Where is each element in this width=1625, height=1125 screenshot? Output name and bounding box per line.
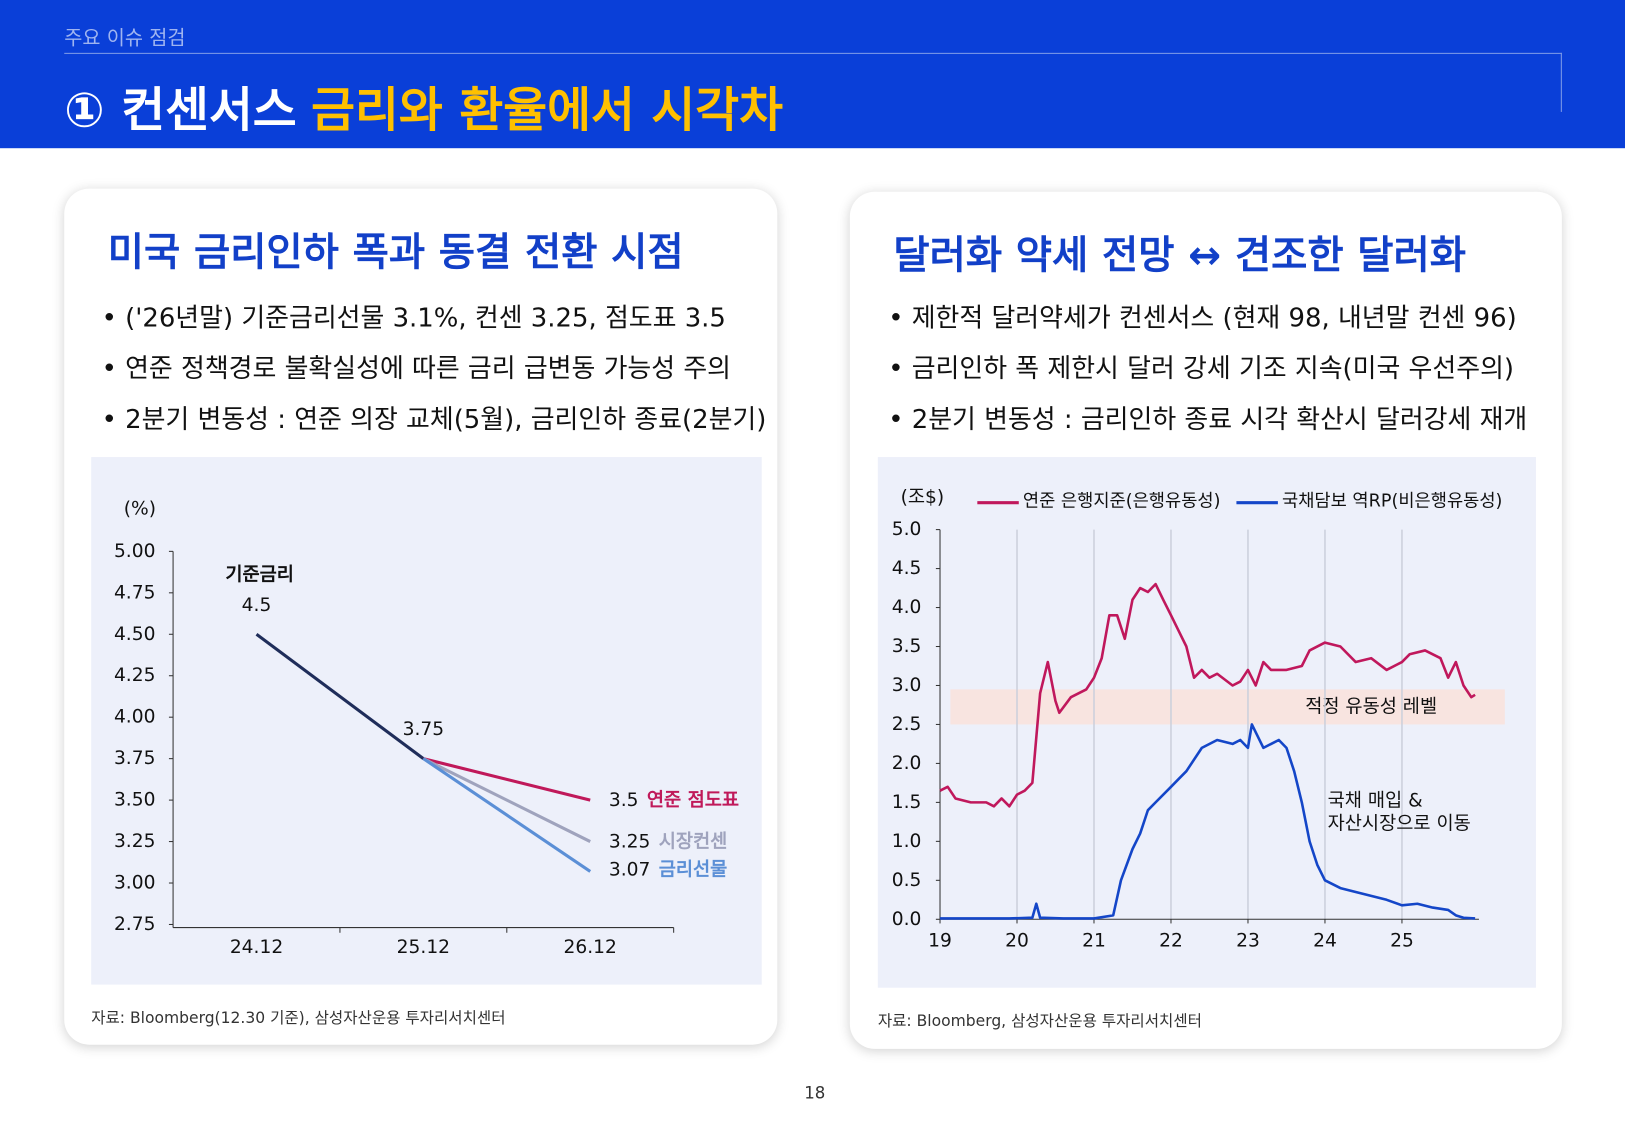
header-bar	[0, 0, 1625, 149]
y-tick-label: 1.5	[892, 792, 922, 813]
y-tick-label: 5.00	[114, 541, 156, 562]
legend-label: 연준 은행지준(은행유동성)	[1023, 492, 1221, 512]
x-tick-label: 26.12	[564, 937, 617, 958]
x-tick-label: 25	[1390, 931, 1414, 952]
y-tick-label: 0.0	[892, 909, 922, 930]
legend-label: 국채담보 역RP(비은행유동성)	[1282, 492, 1502, 512]
y-tick-label: 3.5	[892, 636, 922, 657]
bullet: 연준 정책경로 불확실성에 따른 금리 급변동 가능성 주의	[102, 348, 731, 385]
y-tick-label: 4.25	[114, 665, 156, 686]
bullet: 제한적 달러약세가 컨센서스 (현재 98, 내년말 컨센 96)	[888, 297, 1517, 334]
data-label: 3.75	[403, 719, 445, 740]
y-tick-label: 4.00	[114, 707, 156, 728]
annotation: 국채 매입 &	[1328, 791, 1423, 812]
title-main: ① 컨센서스	[64, 81, 297, 138]
panel-title: 달러화 약세 전망 ↔ 견조한 달러화	[893, 232, 1466, 278]
y-tick-label: 3.75	[114, 748, 156, 769]
bullet: 금리인하 폭 제한시 달러 강세 기조 지속(미국 우선주의)	[888, 348, 1514, 385]
y-tick-label: 2.75	[114, 914, 156, 935]
data-label: 3.5	[609, 790, 639, 811]
band-label: 적정 유동성 레벨	[1305, 696, 1437, 717]
data-label: 4.5	[242, 595, 272, 616]
y-tick-label: 2.0	[892, 753, 922, 774]
page-number: 18	[804, 1083, 826, 1103]
series-label: 연준 점도표	[647, 790, 739, 811]
y-tick-label: 3.25	[114, 831, 156, 852]
annotation: 자산시장으로 이동	[1328, 813, 1471, 834]
x-tick-label: 20	[1005, 931, 1029, 952]
data-label: 3.25	[609, 831, 651, 852]
y-tick-label: 1.0	[892, 831, 922, 852]
y-tick-label: 4.50	[114, 624, 156, 645]
series-label: 기준금리	[225, 565, 294, 586]
y-tick-label: 4.75	[114, 582, 156, 603]
y-tick-label: 3.00	[114, 873, 156, 894]
y-tick-label: 2.5	[892, 714, 922, 735]
end-label: 3.07 금리선물	[609, 859, 727, 880]
slide-title: ① 컨센서스 금리와 환율에서 시각차	[64, 73, 783, 141]
series-line	[422, 757, 591, 843]
series-label: 금리선물	[659, 859, 728, 880]
axis-unit: (%)	[124, 498, 156, 519]
series-line	[422, 757, 591, 802]
panel-title: 미국 금리인하 폭과 동결 전환 시점	[107, 229, 684, 275]
x-tick-label: 21	[1082, 931, 1106, 952]
bullet: 2분기 변동성 : 연준 의장 교체(5월), 금리인하 종료(2분기)	[102, 399, 767, 436]
bullet: ('26년말) 기준금리선물 3.1%, 컨센 3.25, 점도표 3.5	[102, 297, 726, 334]
x-tick-label: 24	[1313, 931, 1337, 952]
axis-unit: (조$)	[901, 487, 945, 508]
y-tick-label: 0.5	[892, 870, 922, 891]
x-tick-label: 24.12	[230, 937, 283, 958]
bullet: 2분기 변동성 : 금리인하 종료 시각 확산시 달러강세 재개	[888, 399, 1528, 436]
reference-band	[950, 689, 1505, 725]
section-label: 주요 이슈 점검	[64, 26, 186, 50]
y-tick-label: 4.0	[892, 597, 922, 618]
series-label: 시장컨센	[659, 831, 728, 852]
source-note: 자료: Bloomberg, 삼성자산운용 투자리서치센터	[877, 1011, 1202, 1031]
y-tick-label: 3.50	[114, 790, 156, 811]
y-tick-label: 3.0	[892, 675, 922, 696]
x-tick-label: 25.12	[397, 937, 450, 958]
series-line	[255, 633, 425, 760]
y-tick-label: 4.5	[892, 558, 922, 579]
x-tick-label: 23	[1236, 931, 1260, 952]
header-rule	[64, 52, 1562, 112]
y-tick-label: 5.0	[892, 519, 922, 540]
end-label: 3.25 시장컨센	[609, 831, 727, 852]
x-tick-label: 22	[1159, 931, 1183, 952]
data-label: 3.07	[609, 859, 651, 880]
series-line	[940, 723, 1476, 920]
end-label: 3.5 연준 점도표	[609, 790, 739, 811]
x-tick-label: 19	[928, 931, 952, 952]
series-line	[939, 582, 1476, 808]
chart-bg	[91, 457, 762, 985]
title-accent: 금리와 환율에서 시각차	[311, 81, 783, 138]
source-note: 자료: Bloomberg(12.30 기준), 삼성자산운용 투자리서치센터	[91, 1008, 506, 1028]
series-line	[422, 757, 592, 873]
